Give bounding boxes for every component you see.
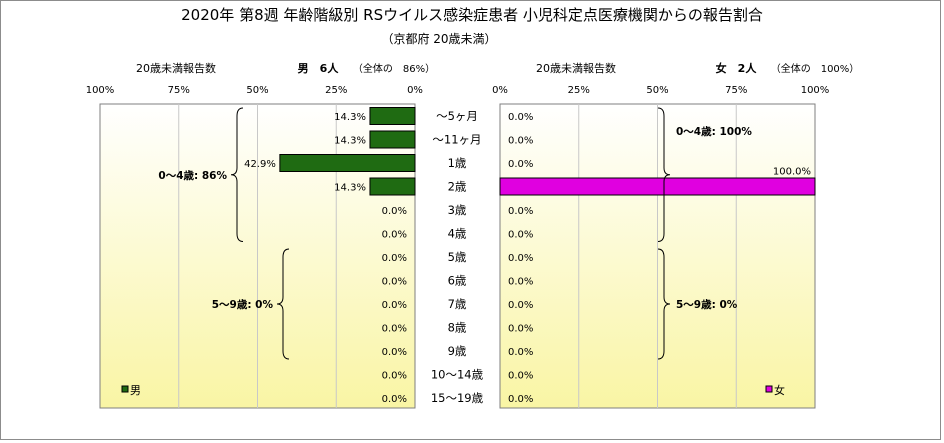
male-value-label: 0.0% xyxy=(382,371,407,382)
female-value-label: 0.0% xyxy=(508,136,533,147)
male-group-label: 0～4歳: 86% xyxy=(158,169,227,182)
male-legend-label: 男 xyxy=(130,384,141,397)
male-value-label: 0.0% xyxy=(382,324,407,335)
male-value-label: 0.0% xyxy=(382,277,407,288)
age-category-label: 8歳 xyxy=(448,321,467,335)
female-tick-label: 100% xyxy=(801,85,830,96)
age-category-label: 2歳 xyxy=(448,180,467,194)
male-value-label: 0.0% xyxy=(382,394,407,405)
male-header-label: 男 6人 xyxy=(298,61,340,75)
male-value-label: 0.0% xyxy=(382,347,407,358)
male-group-brace xyxy=(276,248,290,360)
female-panel-label: 20歳未満報告数 xyxy=(536,62,616,75)
female-legend-label: 女 xyxy=(774,383,785,397)
male-tick-label: 50% xyxy=(246,85,268,96)
female-header-label: 女 2人 xyxy=(716,61,758,75)
male-tick-label: 0% xyxy=(407,85,423,96)
age-category-label: 4歳 xyxy=(448,227,467,241)
female-tick-label: 50% xyxy=(646,85,668,96)
female-value-label: 0.0% xyxy=(508,371,533,382)
female-value-label: 0.0% xyxy=(508,159,533,170)
chart-title: 2020年 第8週 年齢階級別 RSウイルス感染症患者 小児科定点医療機関からの… xyxy=(181,6,763,24)
female-value-label: 0.0% xyxy=(508,206,533,217)
age-category-label: ～5ヶ月 xyxy=(436,109,478,123)
male-tick-label: 25% xyxy=(325,85,347,96)
male-value-label: 14.3% xyxy=(334,183,366,194)
male-value-label: 0.0% xyxy=(382,253,407,264)
female-value-label: 0.0% xyxy=(508,230,533,241)
male-group-label: 5～9歳: 0% xyxy=(212,298,274,311)
male-value-label: 0.0% xyxy=(382,300,407,311)
female-value-label: 0.0% xyxy=(508,253,533,264)
age-category-label: 10～14歳 xyxy=(431,368,484,382)
age-category-label: 7歳 xyxy=(448,297,467,311)
age-category-label: 3歳 xyxy=(448,203,467,217)
male-value-label: 14.3% xyxy=(334,136,366,147)
female-value-label: 100.0% xyxy=(773,167,811,178)
male-bar xyxy=(369,177,416,196)
female-bar xyxy=(499,177,816,196)
male-bar xyxy=(279,154,416,172)
female-value-label: 0.0% xyxy=(508,112,533,123)
female-value-label: 0.0% xyxy=(508,277,533,288)
male-tick-label: 100% xyxy=(86,85,115,96)
female-group-brace xyxy=(657,248,671,360)
female-legend-swatch xyxy=(765,385,773,393)
female-value-label: 0.0% xyxy=(508,300,533,311)
female-tick-label: 25% xyxy=(568,85,590,96)
age-category-label: ～11ヶ月 xyxy=(432,133,481,147)
female-group-label: 5～9歳: 0% xyxy=(676,298,738,311)
male-value-label: 14.3% xyxy=(334,112,366,123)
female-tick-label: 0% xyxy=(492,85,508,96)
male-bar xyxy=(369,107,416,125)
female-group-label: 0～4歳: 100% xyxy=(676,125,752,138)
age-category-label: 5歳 xyxy=(448,250,467,264)
male-panel-label: 20歳未満報告数 xyxy=(136,62,216,75)
female-value-label: 0.0% xyxy=(508,347,533,358)
age-category-label: 9歳 xyxy=(448,344,467,358)
male-value-label: 0.0% xyxy=(382,230,407,241)
age-category-label: 1歳 xyxy=(448,156,467,170)
male-group-brace xyxy=(230,107,244,242)
male-legend-swatch xyxy=(121,385,129,393)
male-bar xyxy=(369,130,416,149)
male-value-label: 0.0% xyxy=(382,206,407,217)
age-category-label: 15～19歳 xyxy=(431,391,484,405)
female-value-label: 0.0% xyxy=(508,324,533,335)
female-header-note: （全体の 100%） xyxy=(771,62,860,75)
male-value-label: 42.9% xyxy=(244,159,276,170)
female-value-label: 0.0% xyxy=(508,394,533,405)
chart-subtitle: （京都府 20歳未満） xyxy=(381,31,496,46)
female-tick-label: 75% xyxy=(725,85,747,96)
male-tick-label: 75% xyxy=(168,85,190,96)
age-category-label: 6歳 xyxy=(448,274,467,288)
female-group-brace xyxy=(657,107,671,242)
male-header-note: （全体の 86%） xyxy=(353,62,435,75)
